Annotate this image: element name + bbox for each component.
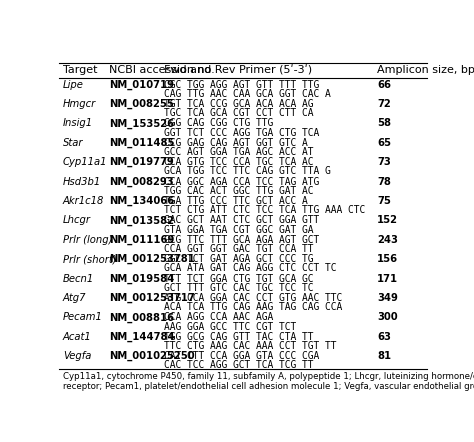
Text: NM_001253717: NM_001253717 [109, 293, 195, 303]
Text: Vegfa: Vegfa [63, 351, 91, 361]
Text: CGG CAG CGG CTG TTG: CGG CAG CGG CTG TTG [164, 118, 273, 128]
Text: CCA GGC AGA CCA TCC TAG ATG: CCA GGC AGA CCA TCC TAG ATG [164, 177, 319, 187]
Text: NM_153526: NM_153526 [109, 118, 174, 129]
Text: Cyp11a1: Cyp11a1 [63, 157, 108, 167]
Text: TGT TCA CCG GCA ACA ACA AG: TGT TCA CCG GCA ACA ACA AG [164, 99, 313, 109]
Text: 58: 58 [377, 118, 391, 128]
Text: CAG TTG AAC CAA GCA GGT CAC A: CAG TTG AAC CAA GCA GGT CAC A [164, 89, 331, 99]
Text: 65: 65 [377, 138, 391, 148]
Text: 171: 171 [377, 274, 398, 284]
Text: GCG TTC TTT GCA AGA AGT GCT: GCG TTC TTT GCA AGA AGT GCT [164, 235, 319, 245]
Text: CAT CTT CCA GGA GTA CCC CGA: CAT CTT CCA GGA GTA CCC CGA [164, 351, 319, 361]
Text: 243: 243 [377, 235, 398, 245]
Text: Akr1c18: Akr1c18 [63, 196, 104, 206]
Text: 156: 156 [377, 254, 398, 264]
Text: 75: 75 [377, 196, 391, 206]
Text: CCG GAG CAG AGT GGT GTC A: CCG GAG CAG AGT GGT GTC A [164, 138, 308, 148]
Text: Insig1: Insig1 [63, 118, 93, 128]
Text: CCA GTG TCC CCA TGC TCA AC: CCA GTG TCC CCA TGC TCA AC [164, 157, 313, 167]
Text: GCA ATA GAT CAG AGG CTC CCT TC: GCA ATA GAT CAG AGG CTC CCT TC [164, 263, 337, 273]
Text: TGA TTG CCC TTC GCT ACC A: TGA TTG CCC TTC GCT ACC A [164, 196, 308, 206]
Text: Target: Target [63, 65, 98, 75]
Text: NM_019584: NM_019584 [109, 274, 174, 284]
Text: Star: Star [63, 138, 83, 148]
Text: GGT TCT CCC AGG TGA CTG TCA: GGT TCT CCC AGG TGA CTG TCA [164, 128, 319, 137]
Text: Hmgcr: Hmgcr [63, 99, 96, 109]
Text: NM_011169: NM_011169 [109, 235, 174, 245]
Text: NM_019779: NM_019779 [109, 157, 173, 168]
Text: 81: 81 [377, 351, 391, 361]
Text: TGG CAC ACT GGC TTG GAT AC: TGG CAC ACT GGC TTG GAT AC [164, 186, 313, 196]
Text: NM_008816: NM_008816 [109, 312, 174, 323]
Text: 73: 73 [377, 157, 391, 167]
Text: AAG GGA GCC TTC CGT TCT: AAG GGA GCC TTC CGT TCT [164, 322, 296, 332]
Text: Prlr (long): Prlr (long) [63, 235, 112, 245]
Text: 66: 66 [377, 80, 391, 90]
Text: ACA TCA TTG CAG AAG TAG CAG CCA: ACA TCA TTG CAG AAG TAG CAG CCA [164, 302, 342, 312]
Text: TTT TCT GGA CTG TGT GCA GC: TTT TCT GGA CTG TGT GCA GC [164, 274, 313, 284]
Text: Prlr (short): Prlr (short) [63, 254, 117, 264]
Text: 72: 72 [377, 99, 391, 109]
Text: Cyp11a1, cytochrome P450, family 11, subfamily A, polypeptide 1; Lhcgr, luteiniz: Cyp11a1, cytochrome P450, family 11, sub… [63, 372, 474, 391]
Text: GCT TTT GTC CAC TGC TCC TC: GCT TTT GTC CAC TGC TCC TC [164, 283, 313, 293]
Text: Fwd and Rev Primer (5ʹ-3ʹ): Fwd and Rev Primer (5ʹ-3ʹ) [164, 65, 312, 75]
Text: Lipe: Lipe [63, 80, 84, 90]
Text: NCBI accession no.: NCBI accession no. [109, 65, 215, 75]
Text: GGC TCT GAT AGA GCT CCC TG: GGC TCT GAT AGA GCT CCC TG [164, 254, 313, 264]
Text: Atg7: Atg7 [63, 293, 86, 303]
Text: TGG GCG CAG GTT TAC CTA TT: TGG GCG CAG GTT TAC CTA TT [164, 332, 313, 342]
Text: Pecam1: Pecam1 [63, 312, 103, 322]
Text: NM_008293: NM_008293 [109, 177, 173, 187]
Text: 152: 152 [377, 215, 398, 225]
Text: CCA AGG CCA AAC AGA: CCA AGG CCA AAC AGA [164, 312, 273, 322]
Text: GCA TGG TCC TTC CAG GTC TTA G: GCA TGG TCC TTC CAG GTC TTA G [164, 166, 331, 176]
Text: TCT CTG ATT CTC TCC TCA TTG AAA CTC: TCT CTG ATT CTC TCC TCA TTG AAA CTC [164, 205, 365, 215]
Text: NM_013582: NM_013582 [109, 215, 174, 226]
Text: CCA GGT GGT GAC TGT CCA TT: CCA GGT GGT GAC TGT CCA TT [164, 244, 313, 254]
Text: NM_134066: NM_134066 [109, 196, 174, 206]
Text: GTA GGA TGA CGT GGC GAT GA: GTA GGA TGA CGT GGC GAT GA [164, 225, 313, 235]
Text: CAC TCC AGG GCT TCA TCG TT: CAC TCC AGG GCT TCA TCG TT [164, 360, 313, 370]
Text: CGC TGG AGG AGT GTT TTT TTG: CGC TGG AGG AGT GTT TTT TTG [164, 80, 319, 90]
Text: ATG CCA GGA CAC CCT GTG AAC TTC: ATG CCA GGA CAC CCT GTG AAC TTC [164, 293, 342, 303]
Text: TTC CTG AAG CAC AAA CCT TGT TT: TTC CTG AAG CAC AAA CCT TGT TT [164, 341, 337, 351]
Text: GCC AGT GGA TGA AGC ACC AT: GCC AGT GGA TGA AGC ACC AT [164, 147, 313, 157]
Text: Amplicon size, bp: Amplicon size, bp [377, 65, 474, 75]
Text: 349: 349 [377, 293, 398, 303]
Text: 63: 63 [377, 332, 391, 342]
Text: Lhcgr: Lhcgr [63, 215, 91, 225]
Text: NM_144784: NM_144784 [109, 332, 174, 342]
Text: Becn1: Becn1 [63, 274, 94, 284]
Text: NM_008255: NM_008255 [109, 99, 173, 109]
Text: Hsd3b1: Hsd3b1 [63, 177, 101, 187]
Text: TGC TCA GCA CGT CCT CTT CA: TGC TCA GCA CGT CCT CTT CA [164, 108, 313, 118]
Text: GAC GCT AAT CTC GCT GGA GTT: GAC GCT AAT CTC GCT GGA GTT [164, 215, 319, 225]
Text: NM_001253781: NM_001253781 [109, 254, 195, 264]
Text: 300: 300 [377, 312, 398, 322]
Text: NM_001025250: NM_001025250 [109, 351, 194, 362]
Text: NM_011485: NM_011485 [109, 138, 174, 148]
Text: NM_010719: NM_010719 [109, 80, 174, 90]
Text: 78: 78 [377, 177, 391, 187]
Text: Acat1: Acat1 [63, 332, 91, 342]
